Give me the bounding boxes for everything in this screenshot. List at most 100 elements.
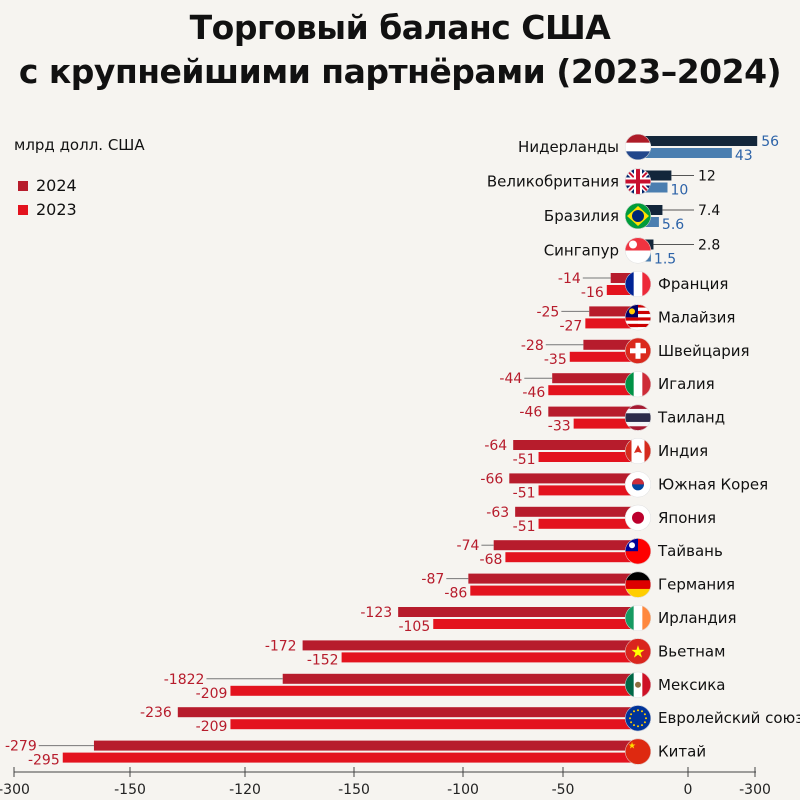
bar-2023 — [341, 652, 638, 663]
row-3: 2.8 1.5 Сингапур — [544, 238, 721, 268]
row-7: -44-46 Игалия — [499, 371, 714, 401]
x-axis: -300 -150 -120 -150 -100 -50 0 -300 — [0, 767, 771, 798]
value-label-2023: 43 — [735, 148, 753, 164]
tick-label: -50 — [552, 782, 575, 798]
bar-2024 — [93, 740, 638, 751]
legend-item-2023: 2023 — [18, 200, 77, 219]
value-label-2023: -209 — [196, 686, 228, 702]
row-15: -172 -152 Вьетнам — [265, 638, 726, 668]
bar-2024 — [398, 607, 638, 617]
chart-subtitle: с крупнейшими партнёрами (2023–2024) — [18, 52, 782, 91]
value-label-2024: -1822 — [164, 672, 205, 688]
tick-label: -300 — [739, 782, 771, 798]
bar-2024 — [638, 205, 663, 215]
row-17: -236 -209 Евролейский союз — [140, 705, 800, 735]
country-label: Игалия — [658, 375, 715, 393]
bar-2024 — [583, 339, 638, 350]
flag-icon-cn: ★ — [625, 738, 651, 765]
country-label: Франция — [658, 275, 728, 293]
bar-2024 — [552, 373, 638, 384]
row-14: -123 -105 Ирландия — [360, 605, 736, 635]
value-label-2023: -152 — [307, 652, 339, 668]
value-label-2024: -87 — [421, 572, 444, 588]
country-label: Вьетнам — [658, 642, 725, 660]
flag-icon-kr — [625, 471, 651, 498]
value-label-2023: -295 — [28, 753, 60, 769]
country-label: Великобритания — [487, 173, 619, 191]
row-13: -87-86 Германия — [421, 572, 735, 602]
bar-2023 — [585, 318, 638, 329]
row-10: -66 -51 Южная Корея — [480, 471, 768, 501]
legend-swatch — [18, 180, 28, 191]
svg-text:★: ★ — [628, 742, 636, 752]
flag-icon-ch — [625, 337, 651, 364]
value-label-2023: -68 — [480, 552, 503, 568]
bar-2023 — [538, 452, 638, 462]
bar-2023 — [538, 518, 638, 529]
flag-icon-ie — [625, 605, 651, 631]
country-label: Нидерланды — [518, 138, 619, 156]
bar-2024 — [468, 573, 638, 584]
bar-2023 — [573, 418, 638, 429]
bar-2024 — [177, 707, 639, 718]
bar-2024 — [638, 170, 672, 181]
value-label-2023: -35 — [544, 352, 567, 368]
tick-label: -150 — [114, 782, 146, 798]
country-label: Швейцария — [658, 342, 750, 360]
country-label: Индия — [658, 442, 708, 460]
row-1: 12 10 Великобритания — [487, 169, 716, 199]
legend-swatch — [18, 204, 28, 215]
value-label-2023: -51 — [513, 519, 536, 535]
flag-icon-br — [625, 203, 651, 229]
flag-icon-eu — [625, 705, 651, 732]
bar-2023 — [638, 182, 668, 193]
row-6: -28-35 Швейцария — [521, 338, 750, 368]
flag-icon-jp — [625, 504, 651, 531]
flag-icon-my — [625, 304, 651, 331]
bar-2024 — [302, 640, 638, 651]
value-label-2023: 1.5 — [654, 252, 676, 268]
flag-icon-nl — [625, 134, 651, 160]
value-label-2023: -46 — [522, 385, 545, 401]
value-label-2024: -123 — [360, 605, 392, 621]
legend-label: 2024 — [36, 176, 77, 195]
value-label-2024: 12 — [698, 169, 716, 185]
country-label: Южная Корея — [658, 475, 768, 493]
value-label-2023: 5.6 — [662, 217, 684, 233]
bar-2023 — [505, 552, 638, 563]
flag-icon-tw — [625, 538, 651, 565]
flag-icon-de — [625, 571, 651, 598]
value-label-2024: -14 — [558, 271, 581, 287]
tick-label: -120 — [229, 782, 261, 798]
country-label: Евролейский союз — [658, 709, 800, 727]
value-label-2024: -44 — [499, 371, 522, 387]
value-label-2024: -74 — [457, 538, 480, 554]
tick-label: -100 — [447, 782, 479, 798]
bar-2023 — [433, 619, 638, 629]
value-label-2023: -27 — [559, 318, 582, 334]
value-label-2024: -66 — [480, 471, 503, 487]
bar-2023 — [230, 685, 638, 696]
flag-icon-gb — [625, 168, 651, 195]
value-label-2024: 2.8 — [698, 238, 720, 254]
flag-icon-vn: ★ — [625, 638, 651, 665]
value-label-2024: -236 — [140, 705, 172, 721]
tick-label: -150 — [338, 782, 370, 798]
value-label-2023: -105 — [398, 619, 430, 635]
bar-2024 — [513, 440, 638, 450]
country-label: Ирландия — [658, 609, 736, 627]
row-4: -14-16 Франция — [558, 271, 728, 301]
legend-item-2024: 2024 — [18, 176, 77, 195]
row-8: -46 -33 Таиланд — [519, 405, 725, 435]
tick-label: -300 — [0, 782, 30, 798]
bar-2023 — [548, 385, 638, 396]
value-label-2024: -25 — [536, 304, 559, 320]
row-0: 56 43 Нидерланды — [518, 134, 779, 164]
row-9: -64 -51 Индия — [484, 438, 708, 468]
value-label-2024: -64 — [484, 438, 507, 454]
value-label-2023: -33 — [548, 419, 571, 435]
bar-2024 — [515, 506, 638, 517]
flag-icon-fr — [625, 271, 651, 297]
country-label: Мексика — [658, 676, 725, 694]
